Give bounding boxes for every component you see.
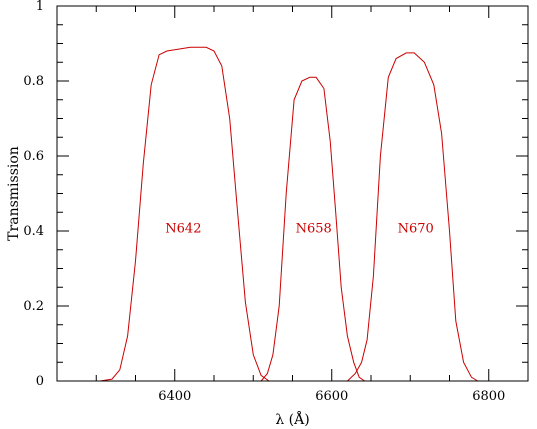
y-tick-label: 0.8 bbox=[23, 74, 44, 89]
axis-ticks bbox=[56, 5, 529, 382]
plot-frame bbox=[56, 5, 529, 382]
y-tick-label: 0 bbox=[36, 374, 44, 389]
filter-curves bbox=[100, 46, 479, 382]
x-tick-label: 6600 bbox=[315, 389, 348, 404]
curve-n670 bbox=[347, 52, 479, 382]
curve-n642 bbox=[100, 46, 270, 382]
x-tick-label: 6400 bbox=[158, 389, 191, 404]
y-tick-label: 0.2 bbox=[23, 299, 44, 314]
y-axis-title: Transmission bbox=[6, 146, 22, 241]
x-axis-title: λ (Å) bbox=[275, 410, 309, 428]
curve-n658 bbox=[260, 76, 365, 382]
curve-labels: N642 N658 N670 bbox=[165, 221, 434, 236]
y-tick-label: 0.6 bbox=[23, 149, 44, 164]
curve-label-n670: N670 bbox=[398, 221, 434, 236]
tick-labels: 6400 6600 6800 0 0.2 0.4 0.6 0.8 1 bbox=[23, 0, 505, 404]
y-tick-label: 0.4 bbox=[23, 224, 44, 239]
x-tick-label: 6800 bbox=[472, 389, 505, 404]
curve-label-n658: N658 bbox=[296, 221, 332, 236]
y-tick-label: 1 bbox=[36, 0, 44, 14]
curve-label-n642: N642 bbox=[165, 221, 201, 236]
